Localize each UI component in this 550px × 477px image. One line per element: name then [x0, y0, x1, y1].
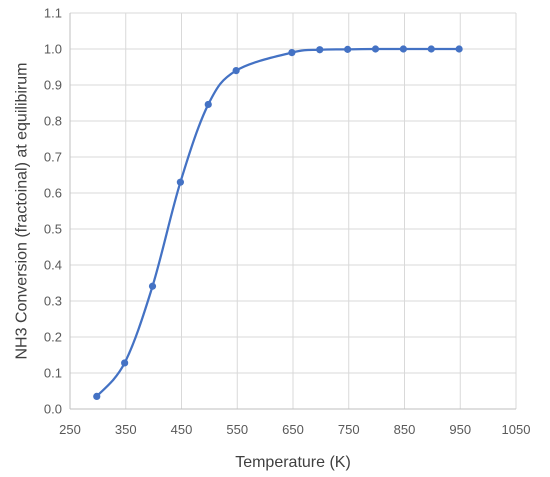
x-tick-label: 450 — [171, 422, 193, 437]
data-point — [344, 45, 352, 53]
y-tick-label: 1.1 — [44, 6, 62, 21]
data-point — [204, 100, 212, 109]
data-point — [148, 282, 157, 290]
data-point — [455, 45, 463, 53]
y-tick-label: 0.2 — [44, 330, 62, 345]
x-tick-label: 350 — [115, 422, 137, 437]
y-tick-label: 0.3 — [44, 294, 62, 309]
x-tick-label: 650 — [282, 422, 304, 437]
x-tick-label: 750 — [338, 422, 360, 437]
x-axis-label: Temperature (K) — [235, 454, 351, 471]
data-point — [93, 392, 101, 400]
y-tick-label: 0.0 — [44, 402, 62, 417]
y-tick-label: 0.6 — [44, 186, 62, 201]
tick-labels: 250 350 450 550 650 750 850 950 1050 0.0 0.1 0.2 0.3… — [44, 6, 531, 438]
axes — [69, 13, 516, 410]
y-tick-label: 0.5 — [44, 222, 62, 237]
y-tick-label: 0.8 — [44, 114, 62, 129]
data-point — [176, 178, 184, 186]
data-point — [316, 46, 324, 54]
data-point — [371, 45, 380, 53]
series — [93, 45, 463, 400]
y-tick-label: 0.7 — [44, 150, 62, 165]
x-tick-label: 250 — [59, 422, 81, 437]
data-point — [427, 45, 435, 53]
data-point — [232, 67, 240, 75]
y-tick-label: 0.9 — [44, 78, 62, 93]
y-tick-label: 0.4 — [44, 258, 62, 273]
y-tick-label: 0.1 — [44, 366, 62, 381]
x-tick-label: 950 — [449, 422, 471, 437]
y-axis-label: NH3 Conversion (fractoinal) at equilibir… — [14, 62, 31, 359]
x-tick-label: 850 — [394, 422, 416, 437]
gridlines — [70, 12, 517, 409]
x-tick-label: 1050 — [502, 422, 531, 437]
x-tick-label: 550 — [226, 422, 248, 437]
y-tick-label: 1.0 — [44, 42, 62, 57]
data-point — [121, 359, 129, 367]
data-point — [399, 45, 407, 53]
data-point — [288, 49, 296, 57]
